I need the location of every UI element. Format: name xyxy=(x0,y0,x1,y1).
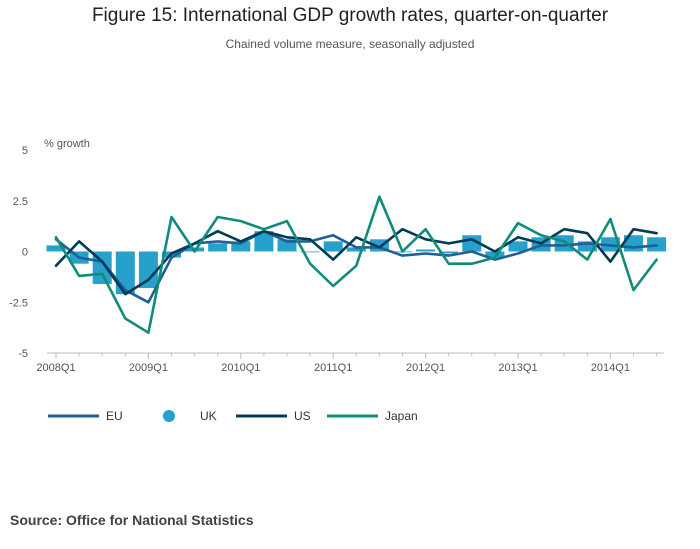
source-note: Source: Office for National Statistics xyxy=(10,512,254,528)
bar-uk xyxy=(508,241,528,252)
y-tick-label: -2.5 xyxy=(9,297,28,309)
x-tick-label: 2009Q1 xyxy=(129,362,168,374)
y-tick-label: 5 xyxy=(22,145,28,157)
legend-label-uk: UK xyxy=(200,409,217,423)
y-tick-label: -5 xyxy=(18,348,28,360)
bar-uk xyxy=(115,251,135,295)
chart-subtitle: Chained volume measure, seasonally adjus… xyxy=(225,37,475,51)
line-series-us xyxy=(54,227,658,296)
bar-uk xyxy=(254,231,274,252)
x-tick-label: 2010Q1 xyxy=(221,362,260,374)
x-tick-label: 2014Q1 xyxy=(591,362,630,374)
bar-uk xyxy=(577,241,597,252)
bar-uk xyxy=(554,235,574,252)
bar-uk xyxy=(300,251,320,253)
x-tick-label: 2012Q1 xyxy=(406,362,445,374)
legend-swatch-uk xyxy=(163,410,175,422)
bar-uk xyxy=(439,251,459,254)
bar-uk xyxy=(323,241,343,252)
y-axis-label: % growth xyxy=(44,138,90,150)
bar-uk xyxy=(416,249,436,252)
x-tick-label: 2013Q1 xyxy=(498,362,537,374)
line-series-eu xyxy=(54,229,658,304)
bar-uk xyxy=(346,247,366,252)
bar-uk xyxy=(46,245,66,252)
legend-label-eu: EU xyxy=(106,409,123,423)
line-series-japan xyxy=(54,195,658,335)
chart-title: Figure 15: International GDP growth rate… xyxy=(91,5,609,26)
bar-uk xyxy=(138,251,158,289)
bar-uk xyxy=(208,243,228,252)
x-tick-label: 2011Q1 xyxy=(314,362,352,374)
x-tick-label: 2008Q1 xyxy=(36,362,75,374)
bar-uk xyxy=(485,251,505,258)
legend-label-us: US xyxy=(294,409,311,423)
bar-uk xyxy=(231,241,251,252)
y-tick-label: 0 xyxy=(22,247,28,259)
y-tick-label: 2.5 xyxy=(13,196,28,208)
legend-label-japan: Japan xyxy=(385,409,418,423)
